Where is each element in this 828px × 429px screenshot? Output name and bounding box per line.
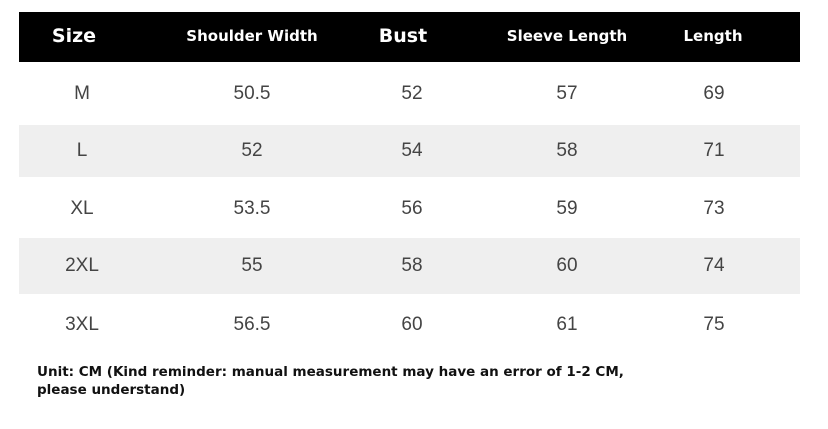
table-cell: 57 xyxy=(556,82,578,104)
table-cell: 2XL xyxy=(65,255,99,276)
table-cell: 50.5 xyxy=(233,82,271,104)
header-length: Length xyxy=(683,27,743,45)
table-cell: 61 xyxy=(556,313,578,335)
table-cell: 58 xyxy=(556,140,578,161)
table-cell: 74 xyxy=(703,255,725,276)
table-cell: 69 xyxy=(703,82,725,104)
header-shoulder-width: Shoulder Width xyxy=(186,27,318,45)
table-cell: L xyxy=(76,140,88,161)
table-row: 2XL 55 58 60 74 xyxy=(19,238,800,294)
table-cell: 52 xyxy=(241,140,263,161)
header-bust: Bust xyxy=(378,25,428,47)
table-cell: 56 xyxy=(401,197,423,219)
table-cell: 53.5 xyxy=(233,197,271,219)
unit-note: Unit: CM (Kind reminder: manual measurem… xyxy=(37,364,624,398)
table-cell: XL xyxy=(70,197,94,219)
table-row: XL 53.5 56 59 73 xyxy=(19,180,800,237)
table-cell: 56.5 xyxy=(233,313,271,335)
table-header: Size Shoulder Width Bust Sleeve Length L… xyxy=(19,12,800,62)
table-row: L 52 54 58 71 xyxy=(19,125,800,177)
table-cell: 58 xyxy=(401,255,423,276)
table-cell: 3XL xyxy=(65,313,99,335)
table-cell: 75 xyxy=(703,313,725,335)
header-sleeve-length: Sleeve Length xyxy=(506,27,628,45)
table-row: M 50.5 52 57 69 xyxy=(19,62,800,125)
table-cell: 71 xyxy=(703,140,725,161)
header-size: Size xyxy=(51,25,97,47)
table-cell: M xyxy=(74,82,90,104)
table-row: 3XL 56.5 60 61 75 xyxy=(19,296,800,353)
table-cell: 52 xyxy=(401,82,423,104)
table-cell: 55 xyxy=(241,255,263,276)
table-cell: 73 xyxy=(703,197,725,219)
table-cell: 54 xyxy=(401,140,423,161)
table-cell: 60 xyxy=(556,255,578,276)
table-cell: 59 xyxy=(556,197,578,219)
table-cell: 60 xyxy=(401,313,423,335)
